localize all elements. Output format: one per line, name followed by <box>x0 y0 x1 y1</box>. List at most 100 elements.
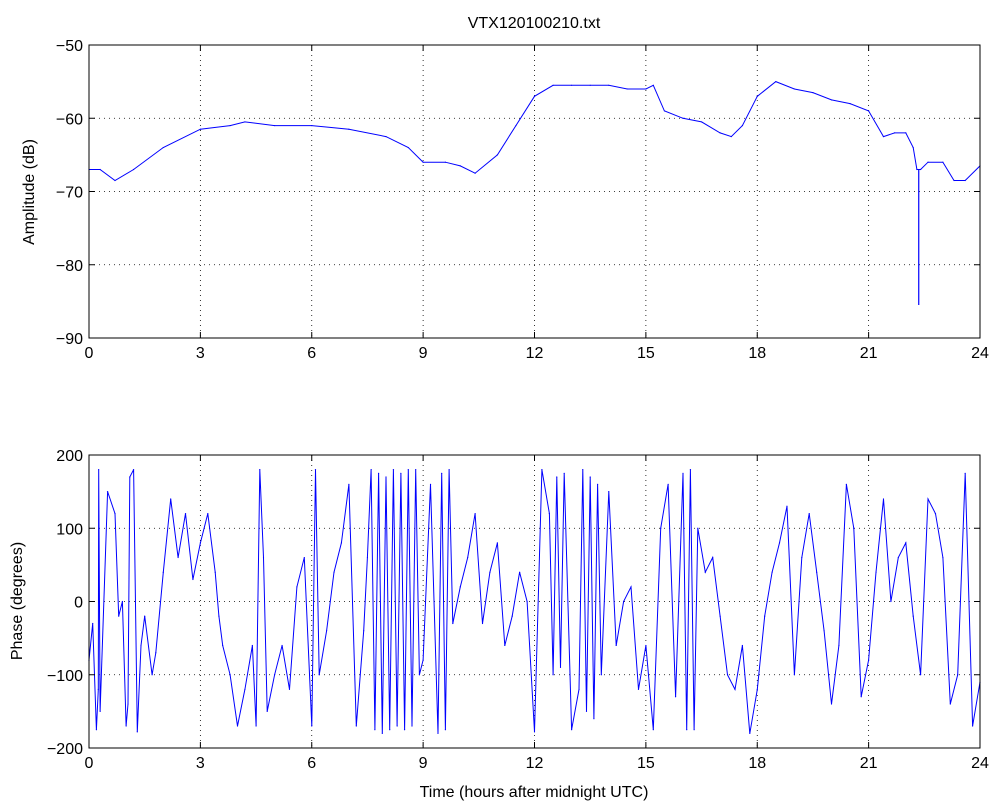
data-point <box>403 729 406 731</box>
data-point <box>515 124 517 127</box>
phase-ticks: 0 3 6 9 12 15 18 21 24 −200 −100 0 100 200 <box>47 448 989 772</box>
amplitude-series <box>88 81 981 306</box>
data-point <box>812 92 814 94</box>
data-point <box>151 674 153 676</box>
data-point <box>311 124 313 127</box>
data-point <box>920 674 922 676</box>
data-point <box>875 571 877 573</box>
y-tick-label: −80 <box>56 258 83 275</box>
data-point <box>957 674 959 676</box>
data-point <box>868 659 870 661</box>
amplitude-grid <box>89 45 980 338</box>
data-point <box>905 132 907 134</box>
x-tick-label: 0 <box>85 345 94 362</box>
data-point <box>916 168 918 171</box>
data-point <box>314 469 317 471</box>
data-point <box>552 84 554 86</box>
data-point <box>259 469 261 471</box>
data-point <box>693 729 695 731</box>
y-tick-label: −90 <box>56 331 83 348</box>
data-point <box>170 498 172 500</box>
data-point <box>816 571 818 573</box>
data-point <box>749 732 751 734</box>
data-point <box>830 99 833 101</box>
data-point <box>97 688 99 691</box>
data-point <box>274 124 276 127</box>
data-point <box>418 674 421 676</box>
data-point <box>411 725 413 727</box>
data-point <box>162 571 164 573</box>
data-point <box>177 556 179 559</box>
data-point <box>274 674 276 676</box>
data-point <box>756 688 758 691</box>
data-point <box>496 542 498 544</box>
data-point <box>244 688 246 691</box>
x-tick-label: 6 <box>307 345 316 362</box>
x-tick-label: 6 <box>307 755 316 772</box>
data-point <box>704 571 706 573</box>
data-point <box>526 600 528 603</box>
data-point <box>303 556 305 559</box>
data-point <box>385 135 387 138</box>
data-point <box>589 476 591 478</box>
data-point <box>934 513 937 515</box>
data-point <box>98 469 100 471</box>
data-point <box>392 469 395 471</box>
y-tick-label: −60 <box>56 111 83 128</box>
data-point <box>860 696 862 698</box>
data-point <box>132 469 135 471</box>
data-point <box>920 168 922 171</box>
data-point <box>199 128 201 130</box>
data-point <box>626 88 628 90</box>
data-point <box>589 84 591 86</box>
y-tick-label: 200 <box>56 448 83 465</box>
data-point <box>441 472 443 474</box>
data-point <box>207 513 209 515</box>
data-point <box>106 491 109 493</box>
data-point <box>340 542 343 544</box>
data-point <box>964 179 966 182</box>
data-point <box>318 674 320 676</box>
data-point <box>118 615 120 617</box>
data-point <box>467 556 469 559</box>
data-point <box>262 556 265 559</box>
x-tick-label: 21 <box>860 755 878 772</box>
data-point <box>700 121 703 123</box>
amplitude-panel: VTX120100210.txt Amplitude (dB) 0 3 6 9 12 15… <box>21 15 989 362</box>
data-point <box>849 103 851 105</box>
y-tick-label: −200 <box>47 741 83 758</box>
data-point <box>838 644 840 647</box>
data-point <box>281 644 283 647</box>
data-point <box>366 556 369 559</box>
data-point <box>162 146 164 149</box>
x-tick-label: 9 <box>419 345 428 362</box>
data-point <box>894 132 896 134</box>
data-point <box>830 703 833 705</box>
data-point <box>385 476 387 478</box>
data-point <box>333 571 335 573</box>
data-point <box>793 674 795 676</box>
data-point <box>845 483 847 485</box>
data-point <box>897 556 899 559</box>
data-point <box>136 731 138 733</box>
data-point <box>489 571 491 573</box>
data-point <box>244 121 246 123</box>
phase-grid <box>89 455 980 748</box>
data-point <box>236 725 239 727</box>
data-point <box>377 472 380 474</box>
x-tick-label: 18 <box>748 755 766 772</box>
data-point <box>571 729 573 731</box>
data-point <box>155 652 157 654</box>
y-tick-label: 100 <box>56 521 83 538</box>
x-tick-label: 12 <box>526 755 544 772</box>
data-point <box>882 135 885 138</box>
data-point <box>778 542 781 544</box>
data-point <box>132 168 135 171</box>
x-tick-label: 3 <box>196 755 205 772</box>
data-point <box>964 472 966 474</box>
data-point <box>422 659 424 661</box>
data-point <box>556 476 558 478</box>
data-point <box>953 179 955 182</box>
data-point <box>660 527 662 529</box>
data-point <box>389 729 391 731</box>
